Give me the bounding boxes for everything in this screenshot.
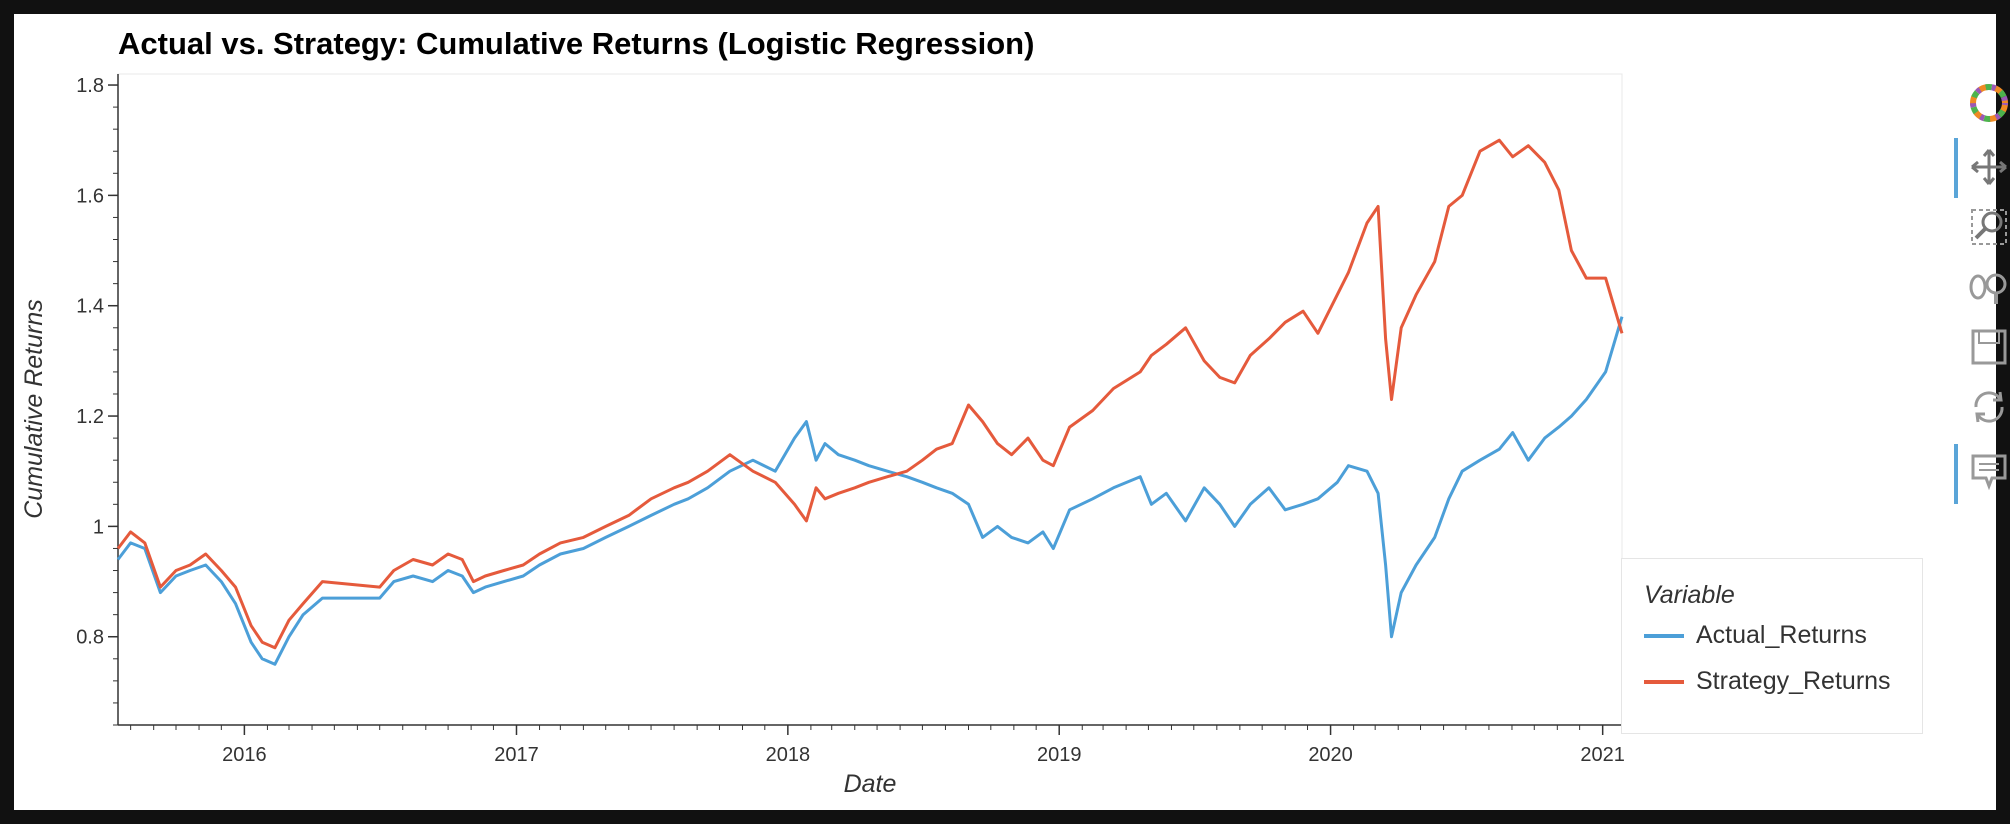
bokeh-logo-icon[interactable] bbox=[1968, 82, 2010, 124]
hover-tool-icon[interactable] bbox=[1968, 450, 2010, 492]
legend-label-strategy-returns: Strategy_Returns bbox=[1696, 667, 1891, 695]
y-tick-label: 1.8 bbox=[76, 75, 104, 97]
y-tick-label: 0.8 bbox=[76, 627, 104, 649]
y-tick-label: 1.2 bbox=[76, 406, 104, 428]
pan-tool-icon[interactable] bbox=[1968, 146, 2010, 188]
plot-area bbox=[117, 73, 1623, 726]
wheel-zoom-tool-icon[interactable] bbox=[1968, 266, 2010, 308]
y-axis-ticks: 0.8 1 1.2 1.4 1.6 1.8 bbox=[76, 75, 118, 726]
chart-panel: Actual vs. Strategy: Cumulative Returns … bbox=[14, 14, 2008, 810]
chart-title: Actual vs. Strategy: Cumulative Returns … bbox=[118, 26, 1035, 61]
legend-label-actual-returns: Actual_Returns bbox=[1696, 621, 1867, 649]
active-inspect-indicator bbox=[1954, 444, 1958, 504]
series-layer bbox=[116, 138, 1624, 666]
legend: Variable Actual_Returns Strategy_Returns bbox=[1621, 558, 1923, 734]
active-tool-indicator bbox=[1954, 138, 1958, 198]
x-tick-label: 2020 bbox=[1308, 744, 1353, 766]
x-axis-label: Date bbox=[844, 770, 897, 798]
x-tick-label: 2021 bbox=[1580, 744, 1625, 766]
legend-swatch-strategy-returns bbox=[1644, 680, 1684, 684]
legend-title: Variable bbox=[1644, 581, 1735, 609]
y-axis-label: Cumulative Returns bbox=[20, 299, 48, 519]
box-zoom-tool-icon[interactable] bbox=[1968, 206, 2010, 248]
y-tick-label: 1.4 bbox=[76, 296, 104, 318]
chart-toolbar bbox=[1954, 66, 2010, 506]
x-tick-label: 2018 bbox=[766, 744, 811, 766]
line-chart[interactable]: 0.8 1 1.2 1.4 1.6 1.8 2016 2017 2018 2019 2020 202… bbox=[14, 14, 1996, 810]
x-tick-label: 2016 bbox=[222, 744, 267, 766]
series-line-strategy-returns[interactable] bbox=[116, 138, 1624, 650]
x-axis-ticks: 2016 2017 2018 2019 2020 2021 bbox=[130, 725, 1625, 766]
y-tick-label: 1.6 bbox=[76, 185, 104, 207]
legend-swatch-actual-returns bbox=[1644, 634, 1684, 638]
reset-tool-icon[interactable] bbox=[1968, 386, 2010, 428]
series-line-actual-returns[interactable] bbox=[116, 316, 1624, 666]
save-tool-icon[interactable] bbox=[1968, 326, 2010, 368]
x-tick-label: 2017 bbox=[494, 744, 539, 766]
x-tick-label: 2019 bbox=[1037, 744, 1082, 766]
y-tick-label: 1 bbox=[93, 516, 104, 538]
